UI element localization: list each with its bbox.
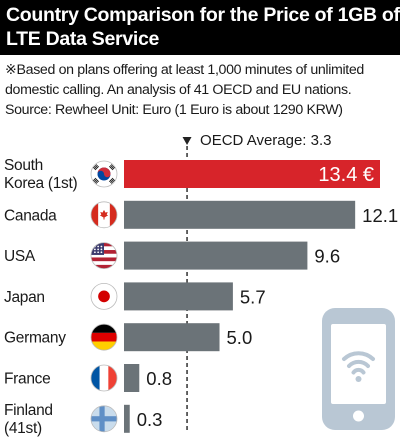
- oecd-average-marker: [182, 137, 192, 145]
- chart-title-line1: Country Comparison for the Price of 1GB …: [6, 4, 400, 26]
- bar-3: [124, 282, 233, 311]
- bar-5: [124, 364, 140, 392]
- south-korea-flag-icon: [90, 160, 118, 188]
- finland-flag-icon: [90, 405, 118, 433]
- note-line-2: domestic calling. An analysis of 41 OECD…: [5, 82, 352, 98]
- category-label-4: Germany: [4, 330, 66, 347]
- value-label-4: 5.0: [227, 327, 253, 348]
- category-label-1: Canada: [4, 207, 57, 224]
- category-label-3: Japan: [4, 289, 45, 306]
- category-label-6: Finland (41st): [4, 402, 53, 437]
- canada-flag-icon: [90, 201, 118, 229]
- value-label-2: 9.6: [314, 246, 340, 267]
- value-label-0: 13.4 €: [318, 164, 374, 186]
- notes: ※Based on plans offering at least 1,000 …: [5, 60, 397, 120]
- value-label-6: 0.3: [137, 409, 163, 430]
- value-label-1: 12.1: [362, 205, 398, 226]
- bar-1: [124, 200, 356, 229]
- bar-2: [124, 241, 308, 270]
- chart-title-line2: LTE Data Service: [6, 28, 160, 50]
- usa-flag-icon: [90, 242, 118, 270]
- category-label-2: USA: [4, 248, 36, 265]
- oecd-average-label: OECD Average: 3.3: [200, 132, 331, 149]
- note-line-1: ※Based on plans offering at least 1,000 …: [5, 62, 364, 78]
- germany-flag-icon: [90, 323, 118, 351]
- value-label-5: 0.8: [146, 368, 172, 389]
- bar-0: [124, 160, 380, 188]
- value-label-3: 5.7: [240, 286, 266, 307]
- smartphone-wifi-icon: [322, 308, 395, 430]
- france-flag-icon: [90, 364, 118, 392]
- category-label-0: South Korea (1st): [4, 157, 78, 192]
- bar-6: [124, 404, 130, 433]
- category-label-5: France: [4, 371, 50, 388]
- title-block: Country Comparison for the Price of 1GB …: [0, 0, 400, 55]
- japan-flag-icon: [90, 282, 118, 310]
- bar-4: [124, 323, 220, 352]
- note-line-3: Source: Rewheel Unit: Euro (1 Euro is ab…: [5, 102, 343, 118]
